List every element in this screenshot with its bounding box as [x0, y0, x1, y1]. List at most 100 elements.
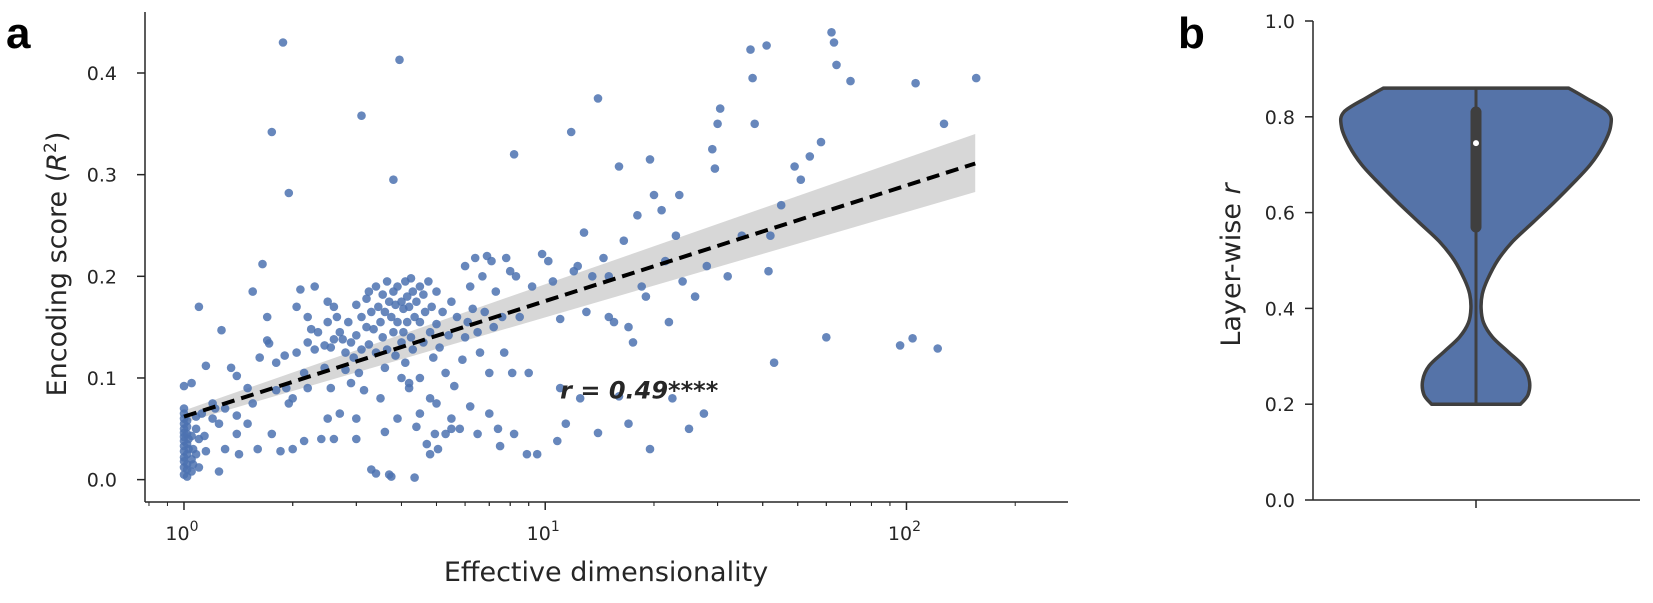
- scatter-point: [220, 444, 230, 454]
- scatter-point: [684, 424, 694, 434]
- scatter-point: [424, 277, 433, 286]
- scatter-point: [303, 383, 313, 393]
- x-tick-label: 102: [888, 519, 921, 545]
- y-tick-label: 0.4: [87, 63, 117, 85]
- scatter-point: [762, 41, 771, 50]
- scatter-point: [415, 282, 425, 291]
- scatter-point: [323, 297, 333, 307]
- scatter-point: [346, 378, 356, 388]
- scatter-point: [509, 150, 519, 159]
- scatter-point: [816, 137, 826, 147]
- scatter-point: [447, 424, 456, 434]
- scatter-point: [271, 358, 281, 368]
- scatter-point: [846, 76, 855, 86]
- scatter-point: [187, 431, 196, 441]
- scatter-point: [380, 427, 390, 437]
- scatter-point: [415, 409, 425, 418]
- scatter-point: [253, 444, 262, 454]
- scatter-point: [478, 272, 487, 281]
- scatter-point: [412, 297, 421, 307]
- scatter-point: [561, 419, 571, 429]
- scatter-point: [354, 368, 364, 378]
- scatter-point: [668, 394, 677, 403]
- scatter-point: [548, 277, 558, 286]
- scatter-point: [438, 307, 447, 317]
- scatter-point: [796, 175, 806, 184]
- scatter-point: [452, 312, 462, 322]
- scatter-point: [619, 236, 629, 245]
- panel-a-x-axis-label: Effective dimensionality: [444, 557, 768, 588]
- scatter-point: [397, 373, 406, 383]
- scatter-point: [187, 467, 196, 476]
- scatter-point: [326, 383, 336, 393]
- scatter-point: [200, 431, 209, 441]
- y-tick-label: 0.3: [87, 165, 117, 187]
- scatter-point: [364, 340, 374, 349]
- scatter-point: [276, 446, 285, 456]
- scatter-point: [410, 312, 419, 322]
- y-tick-label: 0.6: [1265, 203, 1295, 225]
- scatter-point: [895, 341, 905, 350]
- scatter-point: [288, 444, 298, 454]
- scatter-point: [364, 287, 374, 296]
- scatter-point: [487, 256, 496, 266]
- scatter-point: [805, 152, 815, 161]
- scatter-point: [182, 416, 192, 426]
- y-tick-label: 0.0: [87, 470, 117, 492]
- scatter-point: [352, 414, 361, 423]
- scatter-point: [710, 164, 720, 173]
- panel-a-y-axis-label: Encoding score (R2): [41, 132, 73, 397]
- scatter-point: [593, 428, 603, 438]
- scatter-point: [201, 446, 211, 456]
- scatter-point: [524, 368, 533, 378]
- scatter-point: [226, 363, 236, 373]
- scatter-point: [499, 348, 509, 357]
- scatter-point: [511, 272, 521, 281]
- scatter-point: [262, 312, 272, 322]
- scatter-point: [522, 449, 532, 459]
- scatter-point: [179, 381, 189, 391]
- scatter-point: [352, 434, 361, 444]
- scatter-point: [671, 231, 681, 240]
- scatter-point: [425, 394, 435, 403]
- scatter-point: [527, 282, 537, 291]
- scatter-point: [323, 317, 333, 327]
- scatter-point: [637, 282, 646, 291]
- scatter-point: [404, 378, 414, 388]
- scatter-point: [357, 111, 366, 120]
- scatter-point: [267, 127, 277, 137]
- scatter-point: [657, 205, 666, 215]
- scatter-point: [702, 261, 712, 271]
- scatter-point: [243, 383, 252, 393]
- scatter-point: [624, 322, 633, 332]
- scatter-point: [832, 60, 841, 70]
- scatter-point: [389, 327, 398, 337]
- scatter-point: [326, 343, 336, 352]
- scatter-point: [220, 404, 230, 413]
- scatter-point: [288, 394, 298, 403]
- scatter-point: [232, 429, 242, 439]
- scatter-point: [179, 404, 189, 413]
- scatter-point: [553, 436, 562, 446]
- scatter-point: [790, 162, 799, 171]
- scatter-point: [430, 429, 440, 439]
- scatter-point: [505, 266, 515, 276]
- scatter-point: [359, 385, 369, 395]
- scatter-point: [489, 322, 499, 332]
- scatter-point: [713, 119, 722, 129]
- scatter-point: [357, 312, 366, 322]
- panel-label-a: a: [6, 9, 31, 58]
- violin-median-point: [1473, 140, 1479, 147]
- scatter-point: [404, 302, 414, 312]
- scatter-point: [501, 253, 511, 263]
- scatter-point: [908, 334, 917, 343]
- scatter-point: [465, 282, 475, 291]
- scatter-point: [715, 104, 725, 113]
- scatter-point: [507, 368, 517, 378]
- scatter-point: [408, 287, 418, 296]
- scatter-point: [599, 253, 608, 263]
- scatter-point: [746, 45, 755, 54]
- scatter-point: [406, 333, 416, 342]
- scatter-point: [480, 307, 490, 317]
- y-tick-label: 0.2: [87, 266, 117, 288]
